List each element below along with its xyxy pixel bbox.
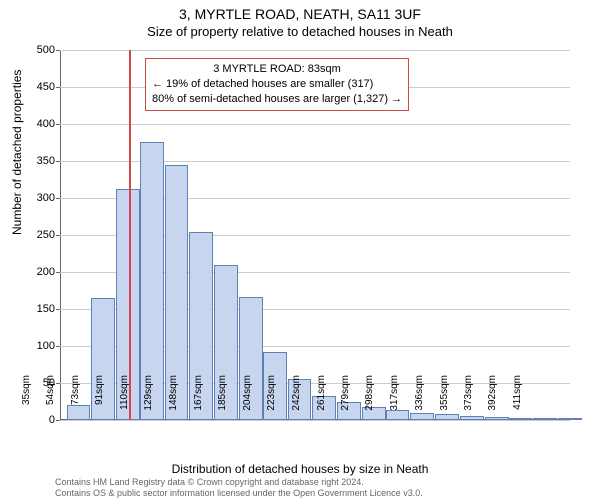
gridline	[60, 161, 570, 162]
ytick-label: 400	[15, 118, 55, 130]
ytick-label: 200	[15, 266, 55, 278]
ytick-mark	[56, 124, 60, 125]
xtick-label: 355sqm	[439, 375, 450, 425]
ytick-mark	[56, 198, 60, 199]
gridline	[60, 124, 570, 125]
ytick-label: 100	[15, 340, 55, 352]
ytick-label: 450	[15, 81, 55, 93]
ytick-label: 500	[15, 44, 55, 56]
ytick-mark	[56, 346, 60, 347]
xtick-label: 185sqm	[217, 375, 228, 425]
ytick-mark	[56, 272, 60, 273]
ytick-mark	[56, 309, 60, 310]
property-marker-line	[129, 50, 131, 420]
histogram-bar	[558, 418, 582, 420]
attribution-footer: Contains HM Land Registry data © Crown c…	[55, 477, 423, 499]
ytick-label: 250	[15, 229, 55, 241]
xtick-label: 73sqm	[70, 375, 81, 425]
x-axis-label: Distribution of detached houses by size …	[0, 462, 600, 476]
ytick-mark	[56, 50, 60, 51]
chart-subtitle: Size of property relative to detached ho…	[0, 22, 600, 39]
ytick-mark	[56, 235, 60, 236]
annotation-line: 80% of semi-detached houses are larger (…	[152, 92, 402, 107]
gridline	[60, 50, 570, 51]
xtick-label: 317sqm	[389, 375, 400, 425]
xtick-label: 167sqm	[193, 375, 204, 425]
xtick-label: 261sqm	[316, 375, 327, 425]
xtick-label: 148sqm	[168, 375, 179, 425]
xtick-label: 35sqm	[21, 375, 32, 425]
xtick-label: 223sqm	[266, 375, 277, 425]
xtick-label: 54sqm	[45, 375, 56, 425]
chart-area: 05010015020025030035040045050035sqm54sqm…	[60, 50, 570, 420]
xtick-label: 298sqm	[364, 375, 375, 425]
ytick-mark	[56, 161, 60, 162]
plot-area: 05010015020025030035040045050035sqm54sqm…	[60, 50, 570, 420]
xtick-label: 91sqm	[94, 375, 105, 425]
xtick-label: 242sqm	[291, 375, 302, 425]
xtick-label: 204sqm	[242, 375, 253, 425]
histogram-bar	[533, 418, 557, 420]
ytick-mark	[56, 383, 60, 384]
annotation-line: ← 19% of detached houses are smaller (31…	[152, 77, 402, 92]
xtick-label: 336sqm	[414, 375, 425, 425]
y-axis-label: Number of detached properties	[10, 70, 24, 235]
annotation-line: 3 MYRTLE ROAD: 83sqm	[152, 62, 402, 77]
xtick-label: 129sqm	[143, 375, 154, 425]
chart-title: 3, MYRTLE ROAD, NEATH, SA11 3UF	[0, 0, 600, 22]
xtick-label: 110sqm	[119, 375, 130, 425]
ytick-label: 350	[15, 155, 55, 167]
xtick-label: 279sqm	[340, 375, 351, 425]
ytick-label: 300	[15, 192, 55, 204]
xtick-label: 411sqm	[512, 375, 523, 425]
footer-line-1: Contains HM Land Registry data © Crown c…	[55, 477, 423, 488]
annotation-box: 3 MYRTLE ROAD: 83sqm← 19% of detached ho…	[145, 58, 409, 111]
footer-line-2: Contains OS & public sector information …	[55, 488, 423, 499]
ytick-mark	[56, 87, 60, 88]
xtick-label: 392sqm	[487, 375, 498, 425]
ytick-mark	[56, 420, 60, 421]
xtick-label: 373sqm	[463, 375, 474, 425]
ytick-label: 150	[15, 303, 55, 315]
